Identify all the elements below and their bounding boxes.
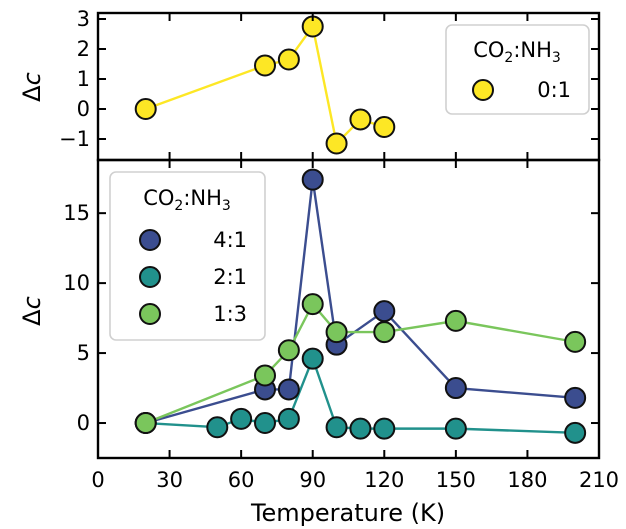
bottom-legend-title: CO2:NH3 <box>143 186 231 214</box>
top-point-0-1 <box>254 54 276 77</box>
top-y-tick-label: 2 <box>77 37 90 61</box>
bottom-point-2-1 <box>349 417 372 440</box>
top-point-0-1 <box>373 116 396 138</box>
top-legend-label-0-1: 0:1 <box>537 78 571 102</box>
top-point-0-1 <box>325 132 348 155</box>
top-legend-marker-0-1 <box>472 79 494 101</box>
bottom-point-2-1 <box>277 407 300 430</box>
bottom-point-4-1 <box>301 168 324 191</box>
x-tick-label: 30 <box>156 468 183 492</box>
bottom-legend-label-2-1: 2:1 <box>213 265 247 289</box>
bottom-legend-marker-1-3 <box>139 303 161 325</box>
bottom-point-1-3 <box>373 321 396 344</box>
bottom-legend-label-1-3: 1:3 <box>213 302 247 326</box>
bottom-legend-marker-4-1 <box>139 229 161 251</box>
top-y-ticks: −1 0 1 2 3 <box>59 7 599 151</box>
top-y-tick-label: 0 <box>77 97 90 121</box>
bottom-point-2-1 <box>373 417 396 440</box>
bottom-plot-frame <box>96 158 601 460</box>
x-tick-label: 60 <box>228 468 255 492</box>
top-series-line-0-1 <box>145 23 385 146</box>
x-axis-label: Temperature (K) <box>250 499 445 527</box>
bottom-y-tick-label: 5 <box>77 341 90 365</box>
top-y-tick-label: 3 <box>77 7 90 31</box>
bottom-point-2-1 <box>301 347 324 370</box>
bottom-point-1-3 <box>134 412 157 435</box>
x-tick-label: 150 <box>436 468 476 492</box>
bottom-series-layer <box>134 168 587 444</box>
bottom-y-tick-label: 15 <box>63 201 90 225</box>
bottom-point-2-1 <box>325 416 348 439</box>
bottom-point-2-1 <box>444 417 467 440</box>
bottom-point-1-3 <box>564 330 587 353</box>
top-legend: CO2:NH3 0:1 <box>445 24 590 115</box>
top-legend-title: CO2:NH3 <box>473 38 561 66</box>
x-tick-label: 120 <box>364 468 404 492</box>
bottom-point-4-1 <box>444 377 467 400</box>
x-tick-label: 0 <box>91 468 104 492</box>
top-y-axis-label: Δc <box>18 72 46 102</box>
bottom-point-1-3 <box>325 321 348 344</box>
bottom-point-1-3 <box>254 364 276 387</box>
bottom-point-4-1 <box>373 300 396 323</box>
bottom-point-4-1 <box>277 378 300 401</box>
bottom-y-axis-label: Δc <box>18 296 46 326</box>
top-y-tick-label: 1 <box>77 67 90 91</box>
bottom-point-2-1 <box>206 416 229 439</box>
bottom-y-ticks: 0 5 10 15 <box>63 201 599 435</box>
bottom-y-tick-label: 0 <box>77 411 90 435</box>
bottom-point-2-1 <box>564 421 587 444</box>
bottom-legend: CO2:NH3 4:1 2:1 1:3 <box>109 171 266 341</box>
top-panel: −1 0 1 2 3 Δc CO2:NH3 0:1 <box>18 7 601 162</box>
bottom-legend-label-4-1: 4:1 <box>213 228 247 252</box>
bottom-legend-marker-2-1 <box>139 266 161 288</box>
bottom-point-1-3 <box>301 293 324 316</box>
bottom-y-tick-label: 10 <box>63 271 90 295</box>
top-y-tick-label: −1 <box>59 127 90 151</box>
bottom-point-4-1 <box>564 386 587 409</box>
x-tick-label: 210 <box>579 468 619 492</box>
top-point-0-1 <box>134 98 157 120</box>
top-series-layer <box>134 15 396 155</box>
bottom-point-1-3 <box>277 339 300 362</box>
bottom-point-1-3 <box>444 309 467 332</box>
bottom-point-2-1 <box>230 407 253 430</box>
x-tick-label: 90 <box>299 468 326 492</box>
x-tick-label: 180 <box>507 468 547 492</box>
top-point-0-1 <box>277 48 300 71</box>
bottom-point-2-1 <box>254 412 276 435</box>
top-point-0-1 <box>349 108 372 131</box>
bottom-legend-box <box>109 171 266 341</box>
